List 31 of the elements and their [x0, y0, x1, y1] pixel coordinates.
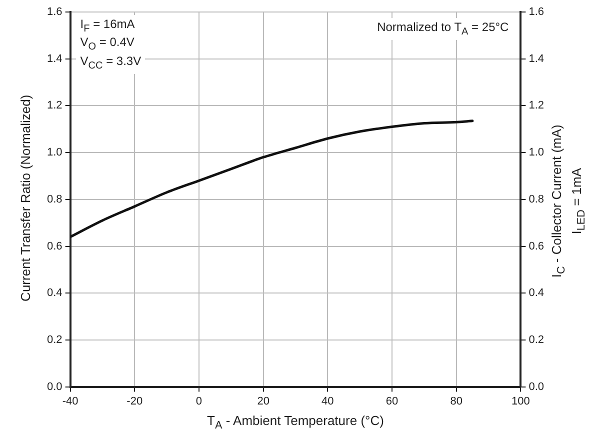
y2-tick-label: 0.2 — [528, 334, 544, 346]
x-tick-label: 20 — [257, 395, 270, 408]
x-tick-label: -40 — [62, 395, 78, 408]
y-tick-label: 0.0 — [46, 380, 62, 393]
y-tick-label: 0.6 — [46, 240, 62, 252]
y-tick-label: 0.8 — [46, 193, 62, 206]
y2-tick-label: 1.4 — [528, 52, 544, 65]
y-axis-title: Current Transfer Ratio (Normalized) — [18, 94, 34, 304]
x-tick-label: -20 — [126, 395, 143, 408]
y-tick-label: 1.6 — [46, 6, 62, 18]
x-tick-label: 40 — [322, 395, 334, 408]
x-tick-label: 80 — [450, 395, 462, 408]
annotation: Normalized to T$_{A}$ = 25°C — [373, 18, 513, 40]
y2-tick-label: 0.6 — [528, 240, 544, 252]
y2-tick-label: 1.6 — [528, 6, 544, 18]
y-tick-label: 0.4 — [46, 287, 62, 300]
y2-tick-label: 0.4 — [528, 287, 544, 300]
y2-tick-label: 0.8 — [528, 193, 544, 206]
x-tick-label: 60 — [386, 395, 398, 408]
y2-tick-label: 1.0 — [528, 146, 544, 159]
x-tick-label: 100 — [512, 395, 530, 408]
y-tick-label: 0.2 — [46, 334, 62, 346]
x-tick-label: 0 — [196, 395, 202, 408]
y-tick-label: 1.2 — [46, 100, 62, 112]
y2-tick-label: 0.0 — [528, 380, 544, 393]
y-tick-label: 1.0 — [46, 146, 62, 159]
text: I$_{F}$ = 16mA V$_{O}$ = 0.4V V$_{CC}$ = 3.3V — [80, 17, 142, 72]
y-tick-label: 1.4 — [46, 52, 62, 65]
line-series — [70, 120, 474, 238]
x-axis-title: T$_{A}$ - Ambient Temperature (°C) — [206, 412, 385, 433]
y2-tick-label: 1.2 — [528, 100, 544, 112]
